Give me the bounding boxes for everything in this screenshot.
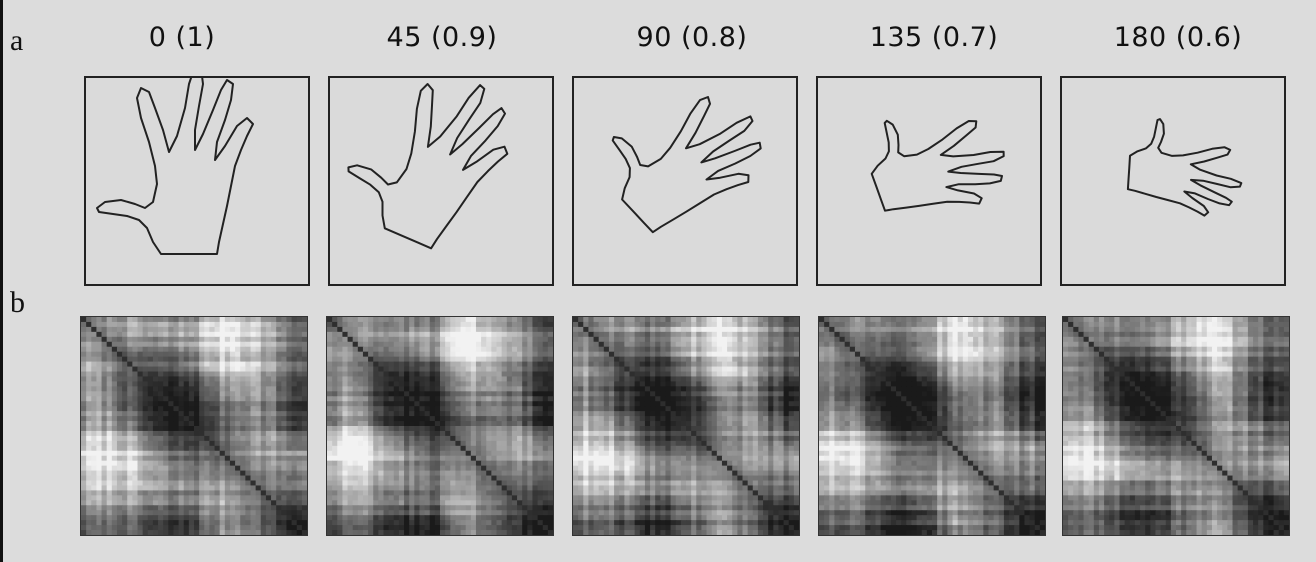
matrix-cells bbox=[81, 317, 307, 535]
matrix-panel-3 bbox=[818, 316, 1046, 536]
hand-contour-4 bbox=[1126, 118, 1243, 217]
similarity-matrix-3 bbox=[819, 317, 1045, 535]
matrix-panel-2 bbox=[572, 316, 800, 536]
matrix-cells bbox=[327, 317, 553, 535]
hand-outline bbox=[870, 119, 1005, 212]
column-title-3: 135 (0.7) bbox=[869, 22, 999, 53]
matrix-panel-0 bbox=[80, 316, 308, 536]
hand-outline bbox=[96, 78, 254, 255]
matrix-cells bbox=[819, 317, 1045, 535]
column-title-0: 0 (1) bbox=[148, 22, 216, 53]
similarity-matrix-0 bbox=[81, 317, 307, 535]
matrix-cells bbox=[1063, 317, 1289, 535]
similarity-matrix-1 bbox=[327, 317, 553, 535]
row-label-a: a bbox=[10, 24, 24, 57]
hand-contour-3 bbox=[870, 119, 1005, 212]
hand-panel-2 bbox=[572, 76, 798, 286]
matrix-panel-1 bbox=[326, 316, 554, 536]
hand-outline bbox=[347, 83, 509, 250]
similarity-matrix-4 bbox=[1063, 317, 1289, 535]
similarity-matrix-2 bbox=[573, 317, 799, 535]
row-label-b: b bbox=[10, 286, 25, 319]
hand-panel-1 bbox=[328, 76, 554, 286]
column-title-4: 180 (0.6) bbox=[1113, 22, 1243, 53]
hand-contour-1 bbox=[347, 83, 509, 250]
figure-left-border bbox=[0, 0, 3, 562]
hand-panel-0 bbox=[84, 76, 310, 286]
hand-contour-0 bbox=[96, 78, 254, 255]
column-title-1: 45 (0.9) bbox=[386, 22, 498, 53]
column-title-2: 90 (0.8) bbox=[636, 22, 748, 53]
hand-panel-3 bbox=[816, 76, 1042, 286]
hand-outline bbox=[1126, 118, 1243, 217]
hand-panel-4 bbox=[1060, 76, 1286, 286]
matrix-cells bbox=[573, 317, 799, 535]
hand-contour-2 bbox=[611, 96, 762, 234]
matrix-panel-4 bbox=[1062, 316, 1290, 536]
hand-outline bbox=[611, 96, 762, 234]
